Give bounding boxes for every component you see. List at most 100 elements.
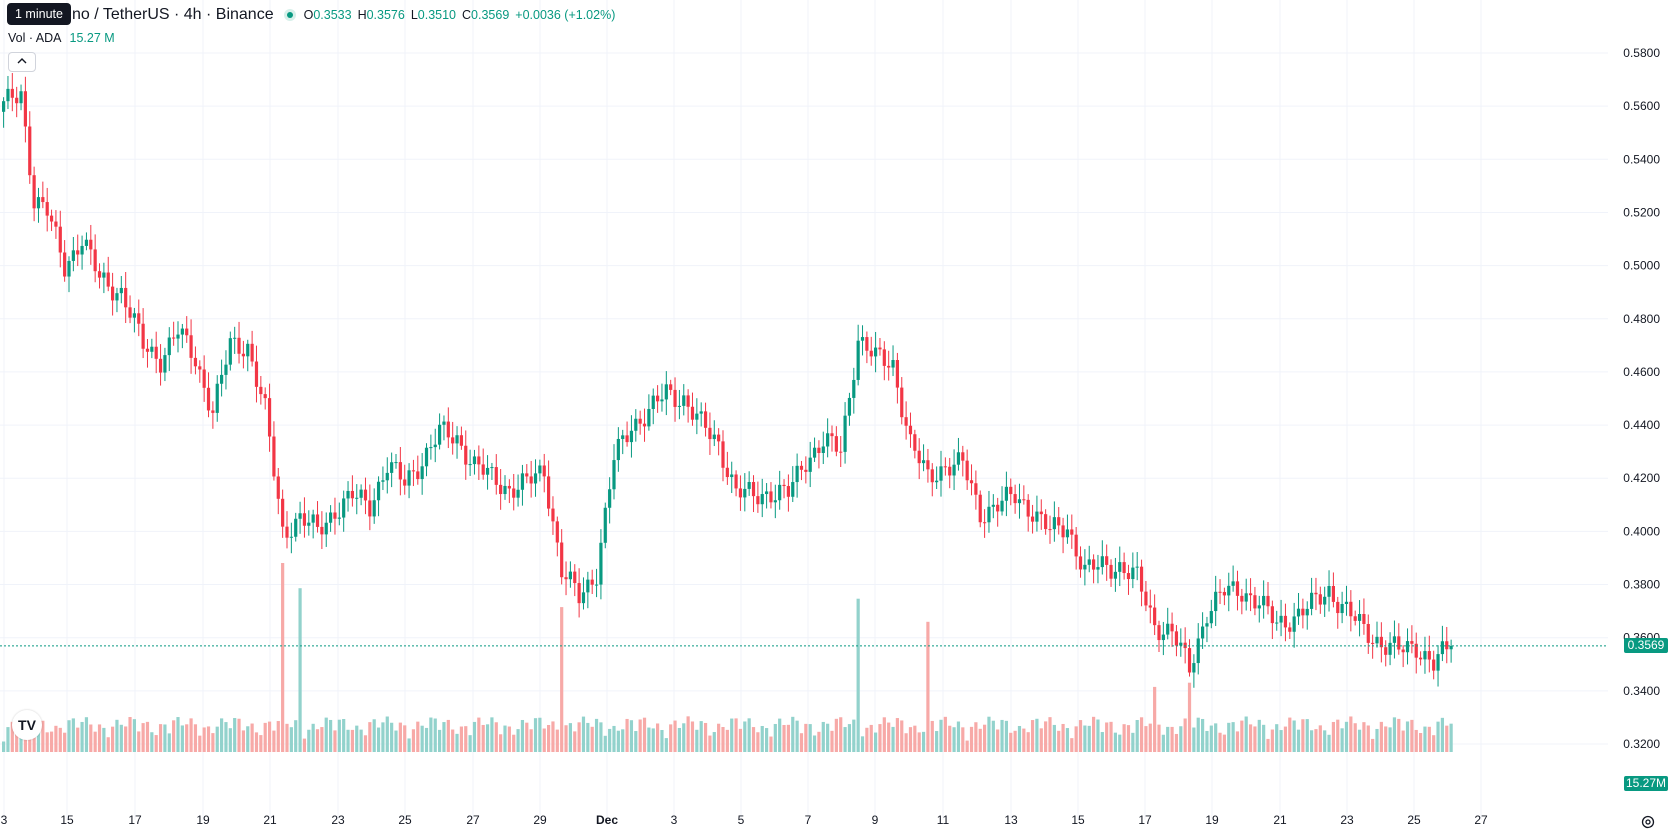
volume-bar — [246, 726, 250, 752]
volume-bar — [324, 717, 328, 752]
symbol-title[interactable]: no / TetherUS · 4h · Binance — [72, 6, 274, 23]
candle-body — [1436, 654, 1440, 671]
candle-body — [751, 482, 756, 497]
volume-bar — [642, 717, 647, 752]
volume-bar — [782, 724, 786, 752]
candle-body — [1052, 517, 1056, 530]
volume-bar — [1344, 721, 1349, 752]
volume-bar — [1235, 731, 1240, 752]
candle-body — [874, 347, 878, 357]
volume-bar — [943, 716, 947, 752]
volume-bar — [573, 731, 577, 752]
candle-body — [1026, 499, 1030, 517]
candle-body — [228, 338, 232, 365]
candle-body — [1078, 556, 1083, 570]
volume-bar — [560, 607, 564, 752]
candle-body — [599, 542, 603, 585]
volume-bar — [89, 724, 93, 752]
price-tick-label: 0.4200 — [1623, 471, 1660, 485]
volume-bar — [1349, 716, 1353, 752]
volume-bar — [1432, 735, 1436, 752]
candle-body — [1327, 585, 1331, 597]
candle-body — [281, 498, 285, 527]
market-status-icon[interactable] — [283, 9, 296, 21]
candle-body — [1397, 636, 1401, 650]
volume-bar — [852, 719, 856, 752]
volume-bar — [542, 728, 546, 752]
high-value: H0.3576 — [357, 8, 405, 22]
time-tick-label: 11 — [937, 813, 950, 827]
candle-body — [215, 383, 219, 413]
candle-body — [459, 435, 463, 446]
volume-legend[interactable]: Vol · ADA 15.27 M — [8, 31, 115, 45]
candle-body — [324, 522, 328, 535]
candle-body — [355, 497, 359, 499]
volume-bar — [1070, 738, 1074, 752]
collapse-legend-button[interactable] — [8, 52, 36, 72]
candle-body — [128, 307, 132, 318]
volume-bar — [54, 725, 58, 752]
tradingview-logo-icon[interactable]: TV — [12, 710, 42, 740]
candle-body — [372, 500, 376, 517]
volume-bar — [111, 726, 115, 752]
volume-bar — [1065, 728, 1070, 752]
candle-body — [573, 571, 577, 584]
volume-bar — [1148, 723, 1152, 752]
volume-bar — [206, 726, 211, 752]
candle-body — [647, 408, 651, 427]
volume-bar — [974, 722, 978, 752]
volume-bar — [1039, 728, 1043, 752]
volume-bar — [163, 724, 167, 752]
candle-body — [1192, 663, 1196, 673]
volume-bar — [193, 724, 198, 752]
candle-body — [1275, 622, 1279, 624]
candle-body — [1087, 559, 1091, 565]
candle-body — [237, 337, 241, 354]
candle-body — [817, 447, 821, 454]
candle-body — [451, 437, 455, 444]
volume-bar — [1052, 724, 1056, 752]
volume-bar — [1440, 717, 1444, 752]
candle-body — [930, 469, 934, 483]
candle-body — [978, 494, 982, 523]
candle-body — [446, 421, 450, 438]
candle-body — [1170, 623, 1174, 632]
candle-body — [516, 489, 520, 498]
volume-bar — [342, 719, 346, 752]
symbol-legend: no / TetherUS · 4h · Binance O0.3533 H0.… — [8, 6, 615, 24]
candle-body — [1222, 591, 1226, 596]
candle-body — [1331, 585, 1335, 602]
candle-body — [150, 346, 154, 352]
candle-body — [32, 175, 36, 209]
candle-body — [1379, 636, 1383, 648]
candle-body — [808, 457, 812, 472]
settings-gear-icon[interactable] — [1640, 814, 1656, 830]
volume-bar — [765, 728, 769, 752]
candle-body — [1157, 625, 1161, 641]
time-axis[interactable]: 3 15 17 19 21 23 25 27 29 Dec 3 5 7 9 11 13 15 17 19 21 23 25… — [1, 813, 1488, 827]
candle-body — [847, 397, 852, 416]
volume-bar — [1004, 720, 1008, 752]
volume-bar — [1371, 738, 1375, 752]
candle-body — [1423, 651, 1427, 660]
candle-body — [686, 395, 690, 407]
time-tick-label: 27 — [466, 813, 480, 827]
candle-body — [948, 466, 952, 476]
price-tick-label: 0.3800 — [1623, 578, 1660, 592]
candle-body — [708, 427, 712, 440]
volume-bar — [1222, 734, 1226, 752]
volume-bar — [629, 720, 634, 752]
volume-bar — [49, 731, 54, 752]
candle-body — [1139, 566, 1144, 592]
candle-body — [241, 353, 245, 357]
volume-bar — [329, 719, 333, 752]
candle-body — [211, 410, 215, 413]
candle-body — [342, 498, 346, 518]
candle-body — [1449, 645, 1453, 650]
candle-body — [1070, 529, 1074, 535]
volume-bar — [2, 741, 6, 752]
candle-body — [616, 438, 620, 461]
volume-bar — [1357, 729, 1362, 752]
volume-bar — [424, 727, 429, 752]
